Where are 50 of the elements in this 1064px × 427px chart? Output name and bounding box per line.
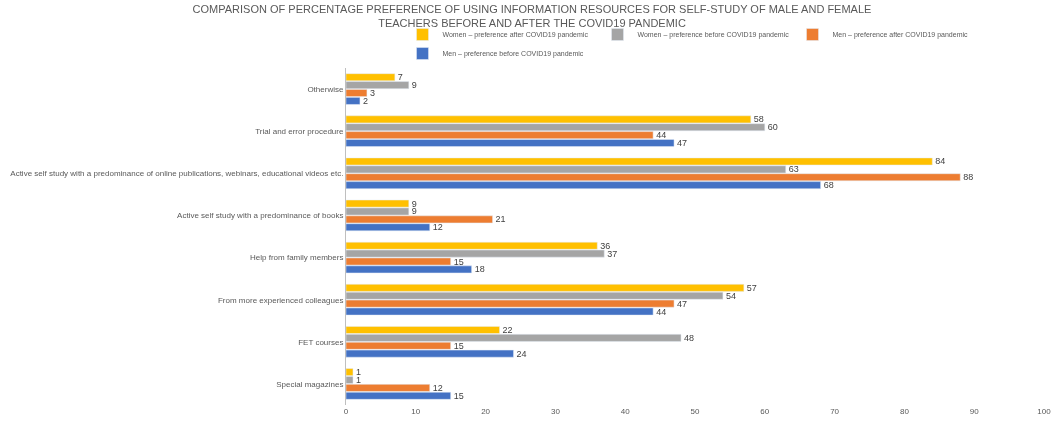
data-label: 9 bbox=[411, 80, 417, 91]
data-label: 44 bbox=[656, 130, 667, 141]
x-tick-label: 100 bbox=[1037, 407, 1052, 416]
data-label: 60 bbox=[767, 122, 778, 133]
data-label: 24 bbox=[516, 348, 527, 359]
data-label: 57 bbox=[746, 282, 757, 293]
y-tick-label: Special magazines bbox=[276, 379, 344, 389]
data-label: 37 bbox=[607, 248, 618, 259]
chart-title: COMPARISON OF PERCENTAGE PREFERENCE OF USING INFORMATION RESOURCES FOR SELF-STUDY OF MALE AND FEMALE TEACHERS BEFORE AND AFTER THE COVID19 PANDEMIC bbox=[192, 2, 872, 30]
y-tick-label: Trial and error procedure bbox=[255, 126, 344, 136]
x-tick-label: 10 bbox=[411, 407, 421, 416]
data-label: 15 bbox=[453, 390, 464, 401]
data-label: 47 bbox=[677, 298, 688, 309]
data-label: 54 bbox=[725, 290, 736, 301]
data-label: 88 bbox=[963, 172, 974, 183]
y-tick-label: Active self study with a predominance of books bbox=[177, 211, 344, 221]
x-tick-label: 80 bbox=[899, 407, 910, 416]
x-tick-label: 90 bbox=[969, 407, 980, 416]
y-tick-label: Otherwise bbox=[307, 84, 344, 94]
x-tick-label: 30 bbox=[550, 407, 561, 416]
data-label: 9 bbox=[411, 198, 417, 209]
data-label: 3 bbox=[369, 88, 375, 99]
data-label: 2 bbox=[362, 95, 368, 106]
x-tick-label: 40 bbox=[620, 407, 631, 416]
data-label: 22 bbox=[502, 324, 513, 335]
data-label: 63 bbox=[788, 164, 799, 175]
data-label: 18 bbox=[474, 264, 485, 275]
y-tick-label: From more experienced colleagues bbox=[217, 295, 344, 305]
data-label: 21 bbox=[495, 214, 506, 225]
x-tick-label: 50 bbox=[690, 407, 700, 416]
x-tick-label: 70 bbox=[830, 407, 840, 416]
x-tick-label: 20 bbox=[481, 407, 491, 416]
data-label: 47 bbox=[677, 138, 688, 149]
data-label: 48 bbox=[684, 332, 695, 343]
data-label: 15 bbox=[453, 256, 464, 267]
data-label: 15 bbox=[453, 340, 464, 351]
data-label: 58 bbox=[753, 114, 764, 125]
x-tick-label: 0 bbox=[343, 407, 349, 416]
data-label: 44 bbox=[656, 306, 667, 317]
data-label: 84 bbox=[935, 156, 946, 167]
data-label: 68 bbox=[823, 180, 834, 191]
data-label: 7 bbox=[397, 72, 403, 83]
data-label: 36 bbox=[600, 240, 611, 251]
y-tick-label: Active self study with a predominance of online publications, webinars, educational videos etc. bbox=[10, 169, 344, 179]
data-label: 12 bbox=[432, 382, 443, 393]
x-tick-label: 60 bbox=[760, 407, 770, 416]
data-label: 12 bbox=[432, 222, 443, 233]
data-label: 9 bbox=[411, 206, 417, 217]
y-tick-label: Help from family members bbox=[250, 253, 344, 263]
y-tick-label: FET courses bbox=[298, 337, 344, 347]
